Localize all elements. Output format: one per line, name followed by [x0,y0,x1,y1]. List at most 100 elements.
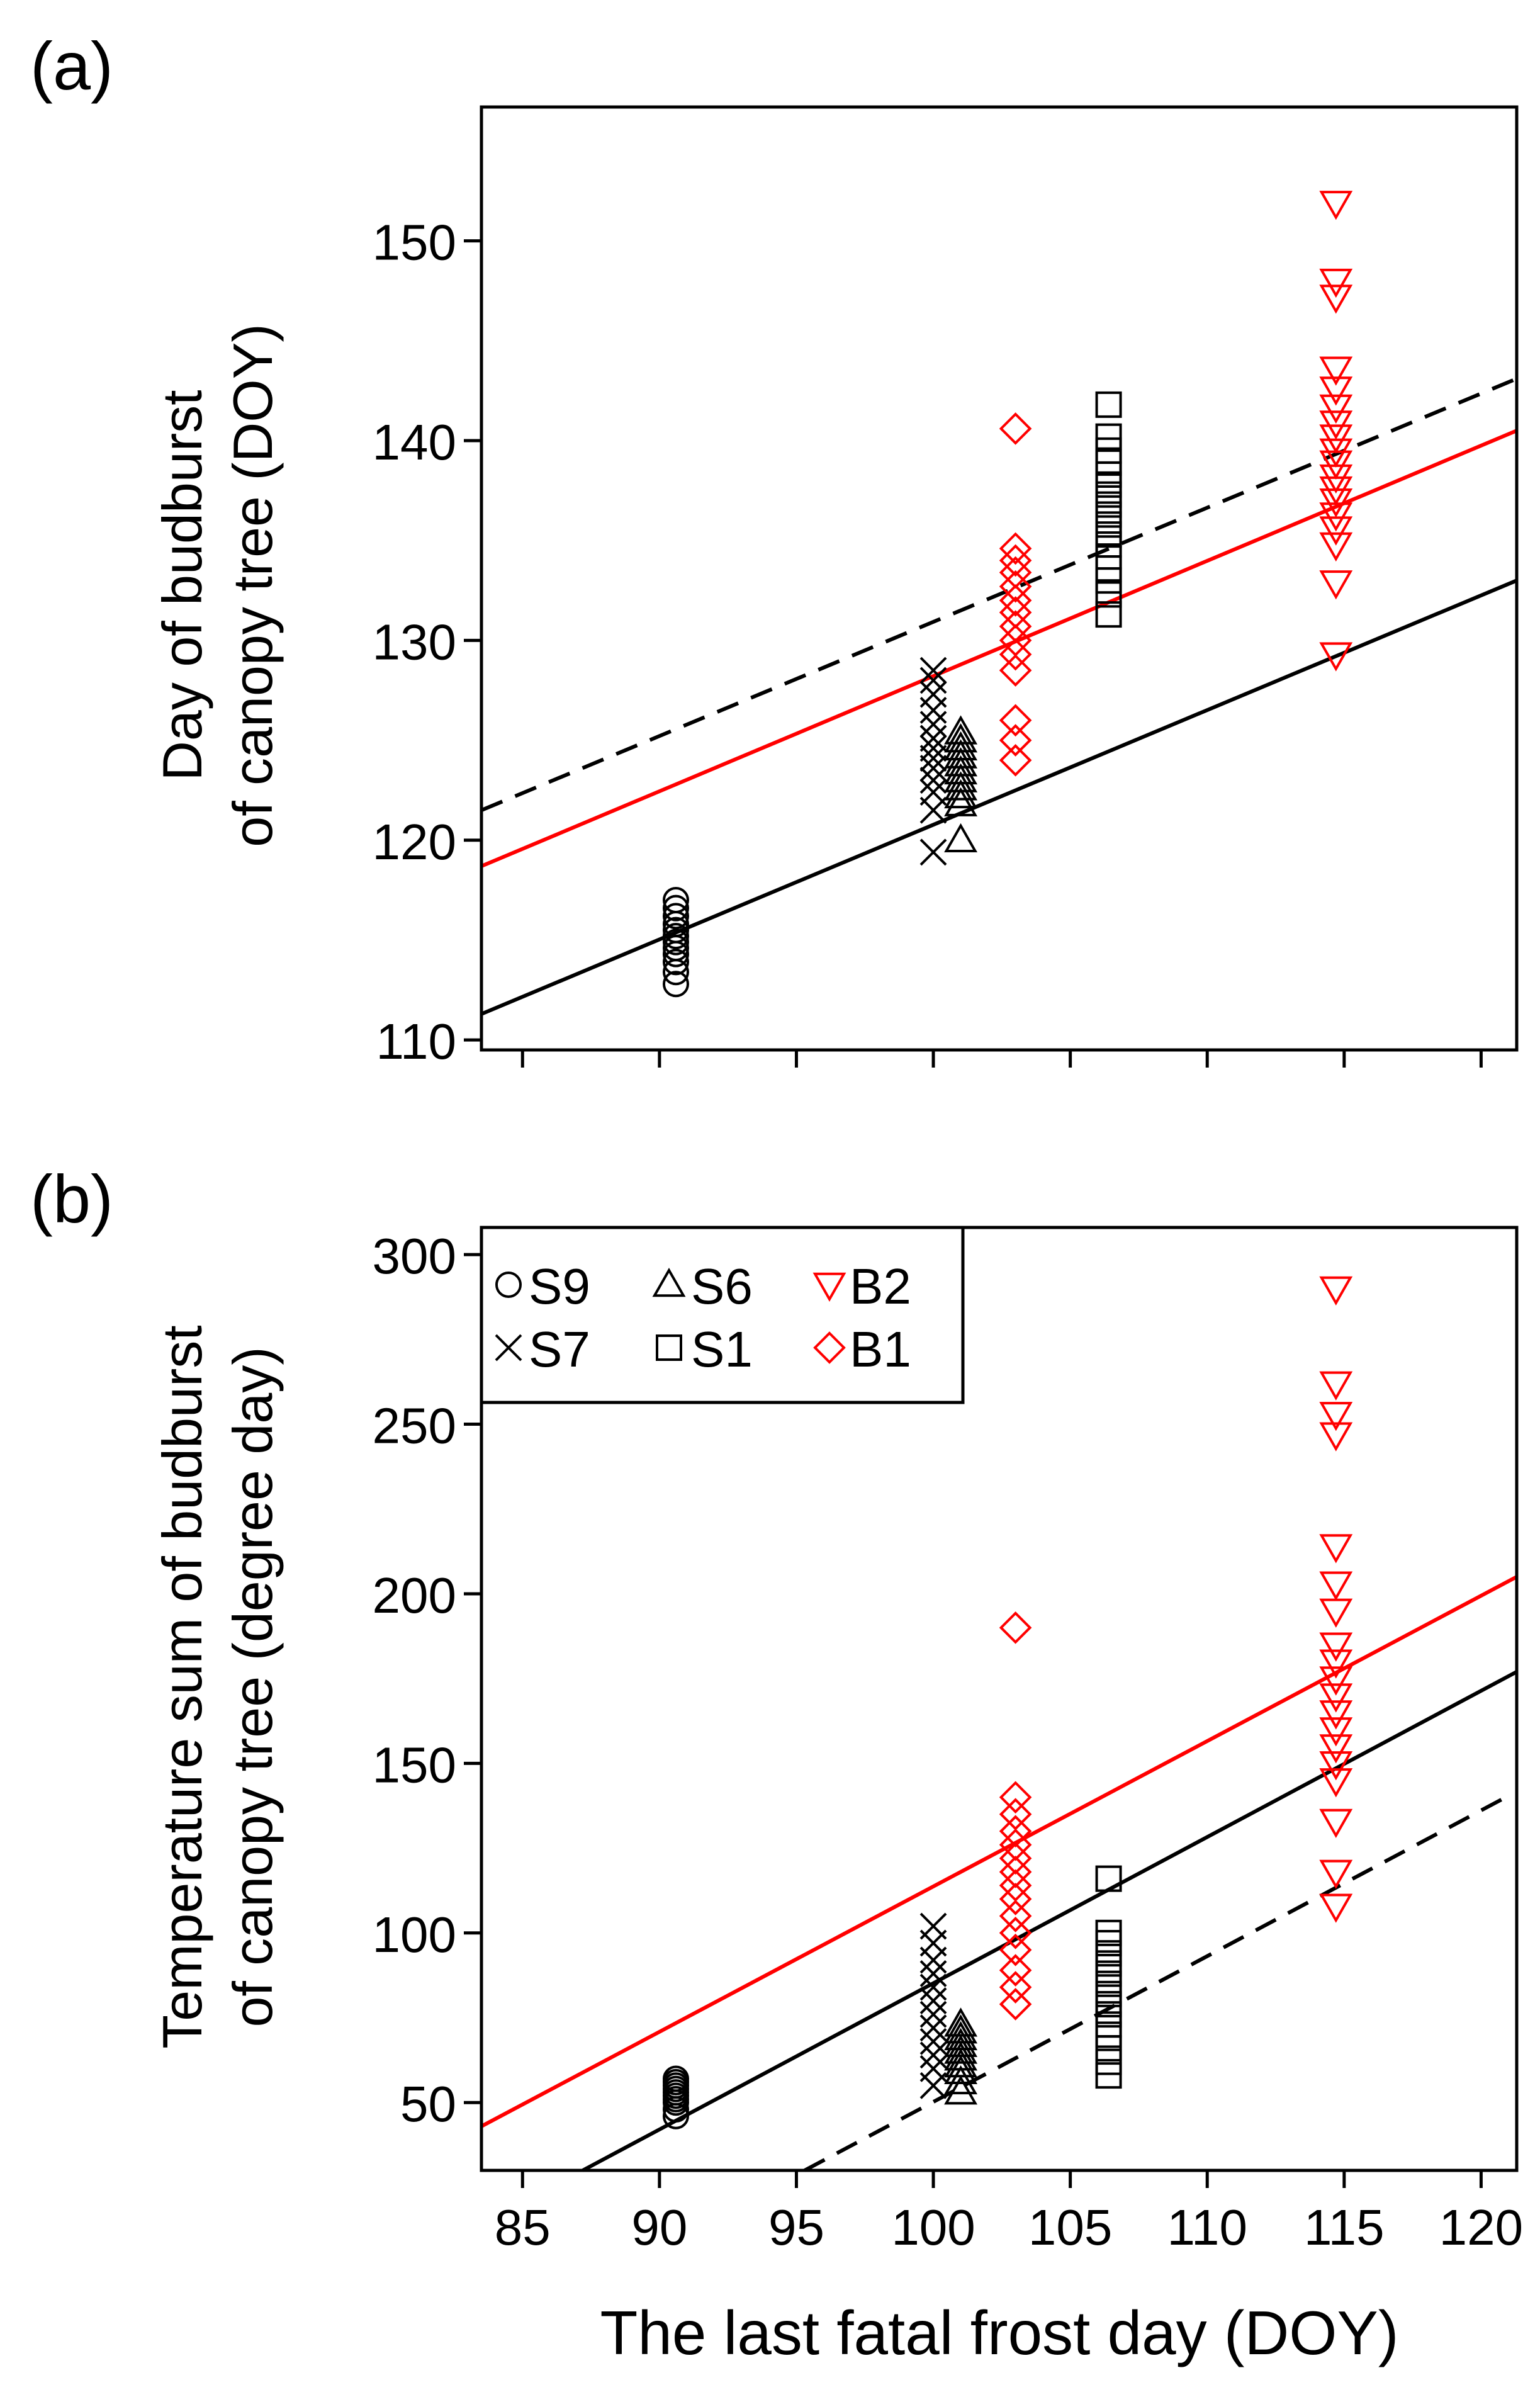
fit-line-black-fit [582,1670,1518,2172]
y-tick-label: 130 [373,614,456,670]
point-B2 [1319,191,1353,220]
legend-marker-S9 [495,1272,522,1298]
point-S1 [1095,1865,1122,1892]
point-S9 [662,949,689,976]
legend-entries: S9 S7 S6 S1 B2 B1 [495,1258,911,1377]
x-tick-label: 95 [768,2199,824,2255]
point-B2 [1319,1734,1353,1764]
point-B2 [1319,268,1353,298]
point-S7 [919,1912,947,1940]
point-B1 [999,1611,1032,1644]
point-B2 [1319,1717,1353,1747]
point-B2 [1319,642,1353,672]
panel-a-y-axis-label-line-1: Day of budburst [151,390,213,781]
point-S6 [944,787,978,816]
legend-marker-B1 [813,1331,846,1364]
legend-label-S1: S1 [691,1321,753,1377]
point-S1 [1095,2062,1122,2089]
point-S7 [919,680,947,708]
series-S7 [919,1912,947,2099]
panel-b: (b) Temperature sum of budburst of canop… [30,1161,1523,2255]
series-B1 [999,1611,1032,2021]
y-tick-label: 140 [373,414,456,470]
point-S6 [944,779,978,809]
panel-b-y-axis-label-line-2: of canopy tree (degree day) [222,1346,284,2027]
point-S7 [919,1973,947,2001]
point-B1 [999,1855,1032,1888]
point-B2 [1319,438,1353,468]
series-B2 [1319,1276,1353,1923]
y-tick-label: 150 [373,1737,456,1793]
point-S6 [944,739,978,769]
point-B2 [1319,1893,1353,1923]
point-S9 [662,894,689,922]
point-S9 [662,928,689,956]
point-B2 [1319,356,1353,386]
point-S7 [919,1987,947,2014]
point-B2 [1319,1276,1353,1306]
point-B1 [999,743,1032,777]
point-B1 [999,610,1032,643]
point-B2 [1319,1751,1353,1781]
point-B2 [1319,532,1353,562]
point-B1 [999,1883,1032,1915]
point-S6 [944,763,978,792]
panel-a-plot-frame [480,105,1519,1052]
point-B2 [1319,1768,1353,1798]
legend-entry-S9: S9 [495,1258,590,1314]
point-B1 [999,544,1032,577]
panel-b-x-ticks: 85 90 95 100 105 110 115 120 [495,2170,1523,2255]
point-B1 [999,1988,1032,2021]
point-B1 [999,654,1032,687]
point-B1 [999,624,1032,657]
legend-entry-S7: S7 [495,1321,590,1377]
panel-a-y-ticks: 110 120 130 140 150 [373,215,481,1069]
point-B1 [999,412,1032,445]
point-S7 [919,755,947,782]
point-B2 [1319,1649,1353,1679]
point-B2 [1319,394,1353,424]
point-S7 [919,725,947,752]
point-S1 [1095,1919,1122,1946]
legend-box [480,1226,965,1404]
legend-entry-S1: S1 [656,1321,753,1377]
panel-b-points [662,1276,1353,2129]
x-tick-label: 120 [1439,2199,1523,2255]
x-tick-label: 85 [495,2199,551,2255]
point-S9 [662,903,689,930]
panel-b-label: (b) [30,1161,113,1237]
point-B2 [1319,285,1353,314]
legend-label-S6: S6 [691,1258,753,1314]
panel-a-y-axis-label-line-2: of canopy tree (DOY) [222,324,284,847]
legend-marker-S7 [495,1334,522,1362]
point-B1 [999,1869,1032,1902]
series-S6 [944,715,978,853]
point-B1 [999,1828,1032,1861]
legend-label-S9: S9 [529,1258,590,1314]
point-B2 [1319,516,1353,546]
legend-marker-S6 [652,1267,686,1297]
fit-line-dashed-fit [804,1795,1507,2172]
legend-label-B2: B2 [850,1258,911,1314]
y-tick-label: 200 [373,1567,456,1623]
point-S7 [919,779,947,806]
panel-b-plot-frame [480,1226,1519,2172]
series-S1 [1095,1865,1122,2089]
point-S7 [919,657,947,684]
series-B2 [1319,191,1353,672]
panel-a-x-ticks [520,1050,1483,1068]
panel-a-label: (a) [30,28,113,104]
point-B1 [999,1815,1032,1847]
x-tick-label: 100 [891,2199,975,2255]
y-tick-label: 250 [373,1398,456,1454]
point-S9 [662,971,689,998]
point-B1 [999,1954,1032,1987]
point-B1 [999,1798,1032,1831]
point-S1 [1095,423,1122,450]
point-B2 [1319,424,1353,454]
series-B1 [999,412,1032,777]
point-S6 [944,755,978,785]
point-S9 [662,2065,689,2092]
legend-entry-B2: B2 [812,1258,911,1314]
